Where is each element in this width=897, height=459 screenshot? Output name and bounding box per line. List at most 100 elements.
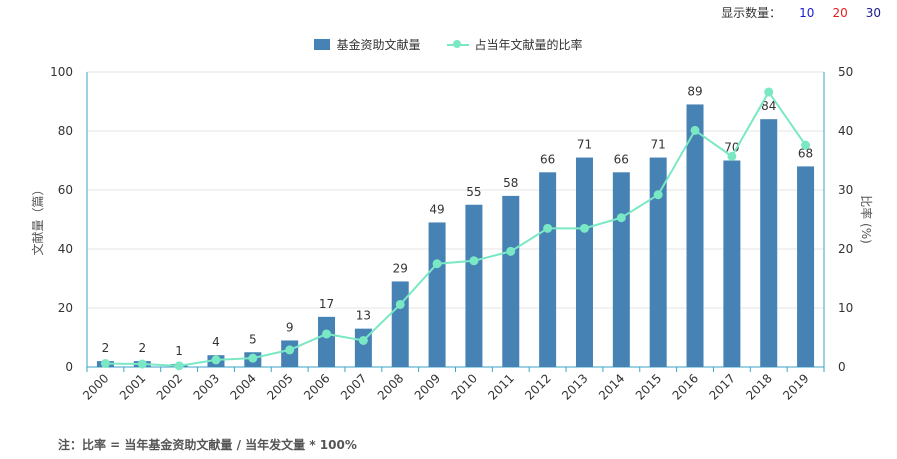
y2-axis-title: 比率 (%) xyxy=(859,195,874,244)
bar-data-label: 9 xyxy=(286,320,294,334)
bar-data-label: 5 xyxy=(249,332,257,346)
ratio-point xyxy=(211,355,221,365)
bar-data-label: 84 xyxy=(761,99,776,113)
legend-item-bar[interactable]: 基金资助文献量 xyxy=(314,36,421,53)
x-tick-label: 2015 xyxy=(633,371,664,402)
y2-tick-label: 40 xyxy=(838,124,853,138)
x-tick-label: 2016 xyxy=(670,371,701,402)
y2-tick-label: 50 xyxy=(838,65,853,79)
bar-data-label: 49 xyxy=(429,202,444,216)
y-tick-label: 20 xyxy=(58,301,73,315)
x-tick-label: 2010 xyxy=(449,371,480,402)
bar-data-label: 55 xyxy=(466,185,481,199)
ratio-point xyxy=(248,353,258,363)
y-axis-title: 文献量（篇） xyxy=(30,183,45,255)
bar-data-label: 71 xyxy=(651,138,666,152)
bar xyxy=(797,166,815,367)
x-tick-label: 2009 xyxy=(412,371,443,402)
x-tick-label: 2004 xyxy=(227,371,258,402)
bar-data-label: 89 xyxy=(687,84,702,98)
bar-data-label: 1 xyxy=(175,344,183,358)
ratio-point xyxy=(579,223,589,233)
ratio-point xyxy=(543,223,553,233)
x-tick-label: 2007 xyxy=(338,371,369,402)
x-tick-label: 2001 xyxy=(117,371,148,402)
bar xyxy=(465,204,483,367)
bar-data-label: 68 xyxy=(798,146,813,160)
y2-tick-label: 30 xyxy=(838,183,853,197)
ratio-point xyxy=(137,359,147,369)
ratio-point xyxy=(506,246,516,256)
bar xyxy=(318,316,336,367)
legend-label-bar: 基金资助文献量 xyxy=(336,38,421,52)
display-count-label: 显示数量： xyxy=(721,6,782,20)
y2-tick-label: 10 xyxy=(838,301,853,315)
y2-tick-label: 20 xyxy=(838,242,853,256)
x-tick-label: 2014 xyxy=(596,371,627,402)
y2-tick-label: 0 xyxy=(838,360,846,374)
ratio-point xyxy=(727,151,737,161)
y-tick-label: 100 xyxy=(50,65,73,79)
line-swatch-icon xyxy=(446,39,469,51)
ratio-point xyxy=(358,335,368,345)
bar xyxy=(539,172,557,367)
y-tick-label: 0 xyxy=(65,360,73,374)
bar xyxy=(649,157,667,367)
display-count-selector: 显示数量： 10 20 30 xyxy=(721,4,881,21)
ratio-line xyxy=(105,90,807,367)
bar xyxy=(686,104,704,367)
bar xyxy=(428,222,446,367)
bar-data-label: 58 xyxy=(503,176,518,190)
x-tick-label: 2013 xyxy=(559,371,590,402)
chart-footnote: 注：比率 = 当年基金资助文献量 / 当年发文量 * 100% xyxy=(58,438,357,452)
chart-legend: 基金资助文献量 占当年文献量的比率 xyxy=(0,36,897,53)
x-tick-label: 2017 xyxy=(706,371,737,402)
display-count-option-30[interactable]: 30 xyxy=(865,5,881,20)
x-tick-label: 2006 xyxy=(301,371,332,402)
bar-data-label: 13 xyxy=(356,309,371,323)
x-tick-label: 2018 xyxy=(743,371,774,402)
ratio-point xyxy=(616,213,626,223)
x-tick-label: 2002 xyxy=(154,371,185,402)
bar xyxy=(760,119,778,367)
bar-data-label: 2 xyxy=(138,341,146,355)
bar-data-label: 4 xyxy=(212,335,220,349)
bar-data-label: 71 xyxy=(577,138,592,152)
bar-data-label: 2 xyxy=(102,341,110,355)
bar-data-label: 17 xyxy=(319,297,334,311)
bar xyxy=(612,172,630,367)
display-count-option-10[interactable]: 10 xyxy=(799,5,815,20)
y-tick-label: 40 xyxy=(58,242,73,256)
bar-data-label: 66 xyxy=(614,152,629,166)
ratio-point xyxy=(653,190,663,200)
bar-swatch-icon xyxy=(314,39,331,50)
bar xyxy=(723,160,741,367)
legend-item-line[interactable]: 占当年文献量的比率 xyxy=(446,36,583,53)
bar xyxy=(502,195,520,367)
x-tick-label: 2003 xyxy=(191,371,222,402)
ratio-point xyxy=(764,87,774,97)
bar xyxy=(354,328,372,367)
legend-label-line: 占当年文献量的比率 xyxy=(474,38,583,52)
ratio-point xyxy=(432,259,442,269)
ratio-point xyxy=(100,358,110,368)
ratio-point xyxy=(322,329,332,339)
x-tick-label: 2012 xyxy=(522,371,553,402)
ratio-point xyxy=(395,299,405,309)
bar-data-label: 29 xyxy=(393,261,408,275)
ratio-point xyxy=(285,345,295,355)
ratio-point xyxy=(174,361,184,371)
ratio-point xyxy=(690,125,700,135)
ratio-point xyxy=(801,140,811,150)
y-tick-label: 80 xyxy=(58,124,73,138)
display-count-option-20[interactable]: 20 xyxy=(832,5,848,20)
bar xyxy=(575,157,593,367)
x-tick-label: 2005 xyxy=(264,371,295,402)
x-tick-label: 2011 xyxy=(485,371,516,402)
y-tick-label: 60 xyxy=(58,183,73,197)
bar-data-label: 66 xyxy=(540,152,555,166)
x-tick-label: 2008 xyxy=(375,371,406,402)
x-tick-label: 2000 xyxy=(80,371,111,402)
x-tick-label: 2019 xyxy=(780,371,811,402)
